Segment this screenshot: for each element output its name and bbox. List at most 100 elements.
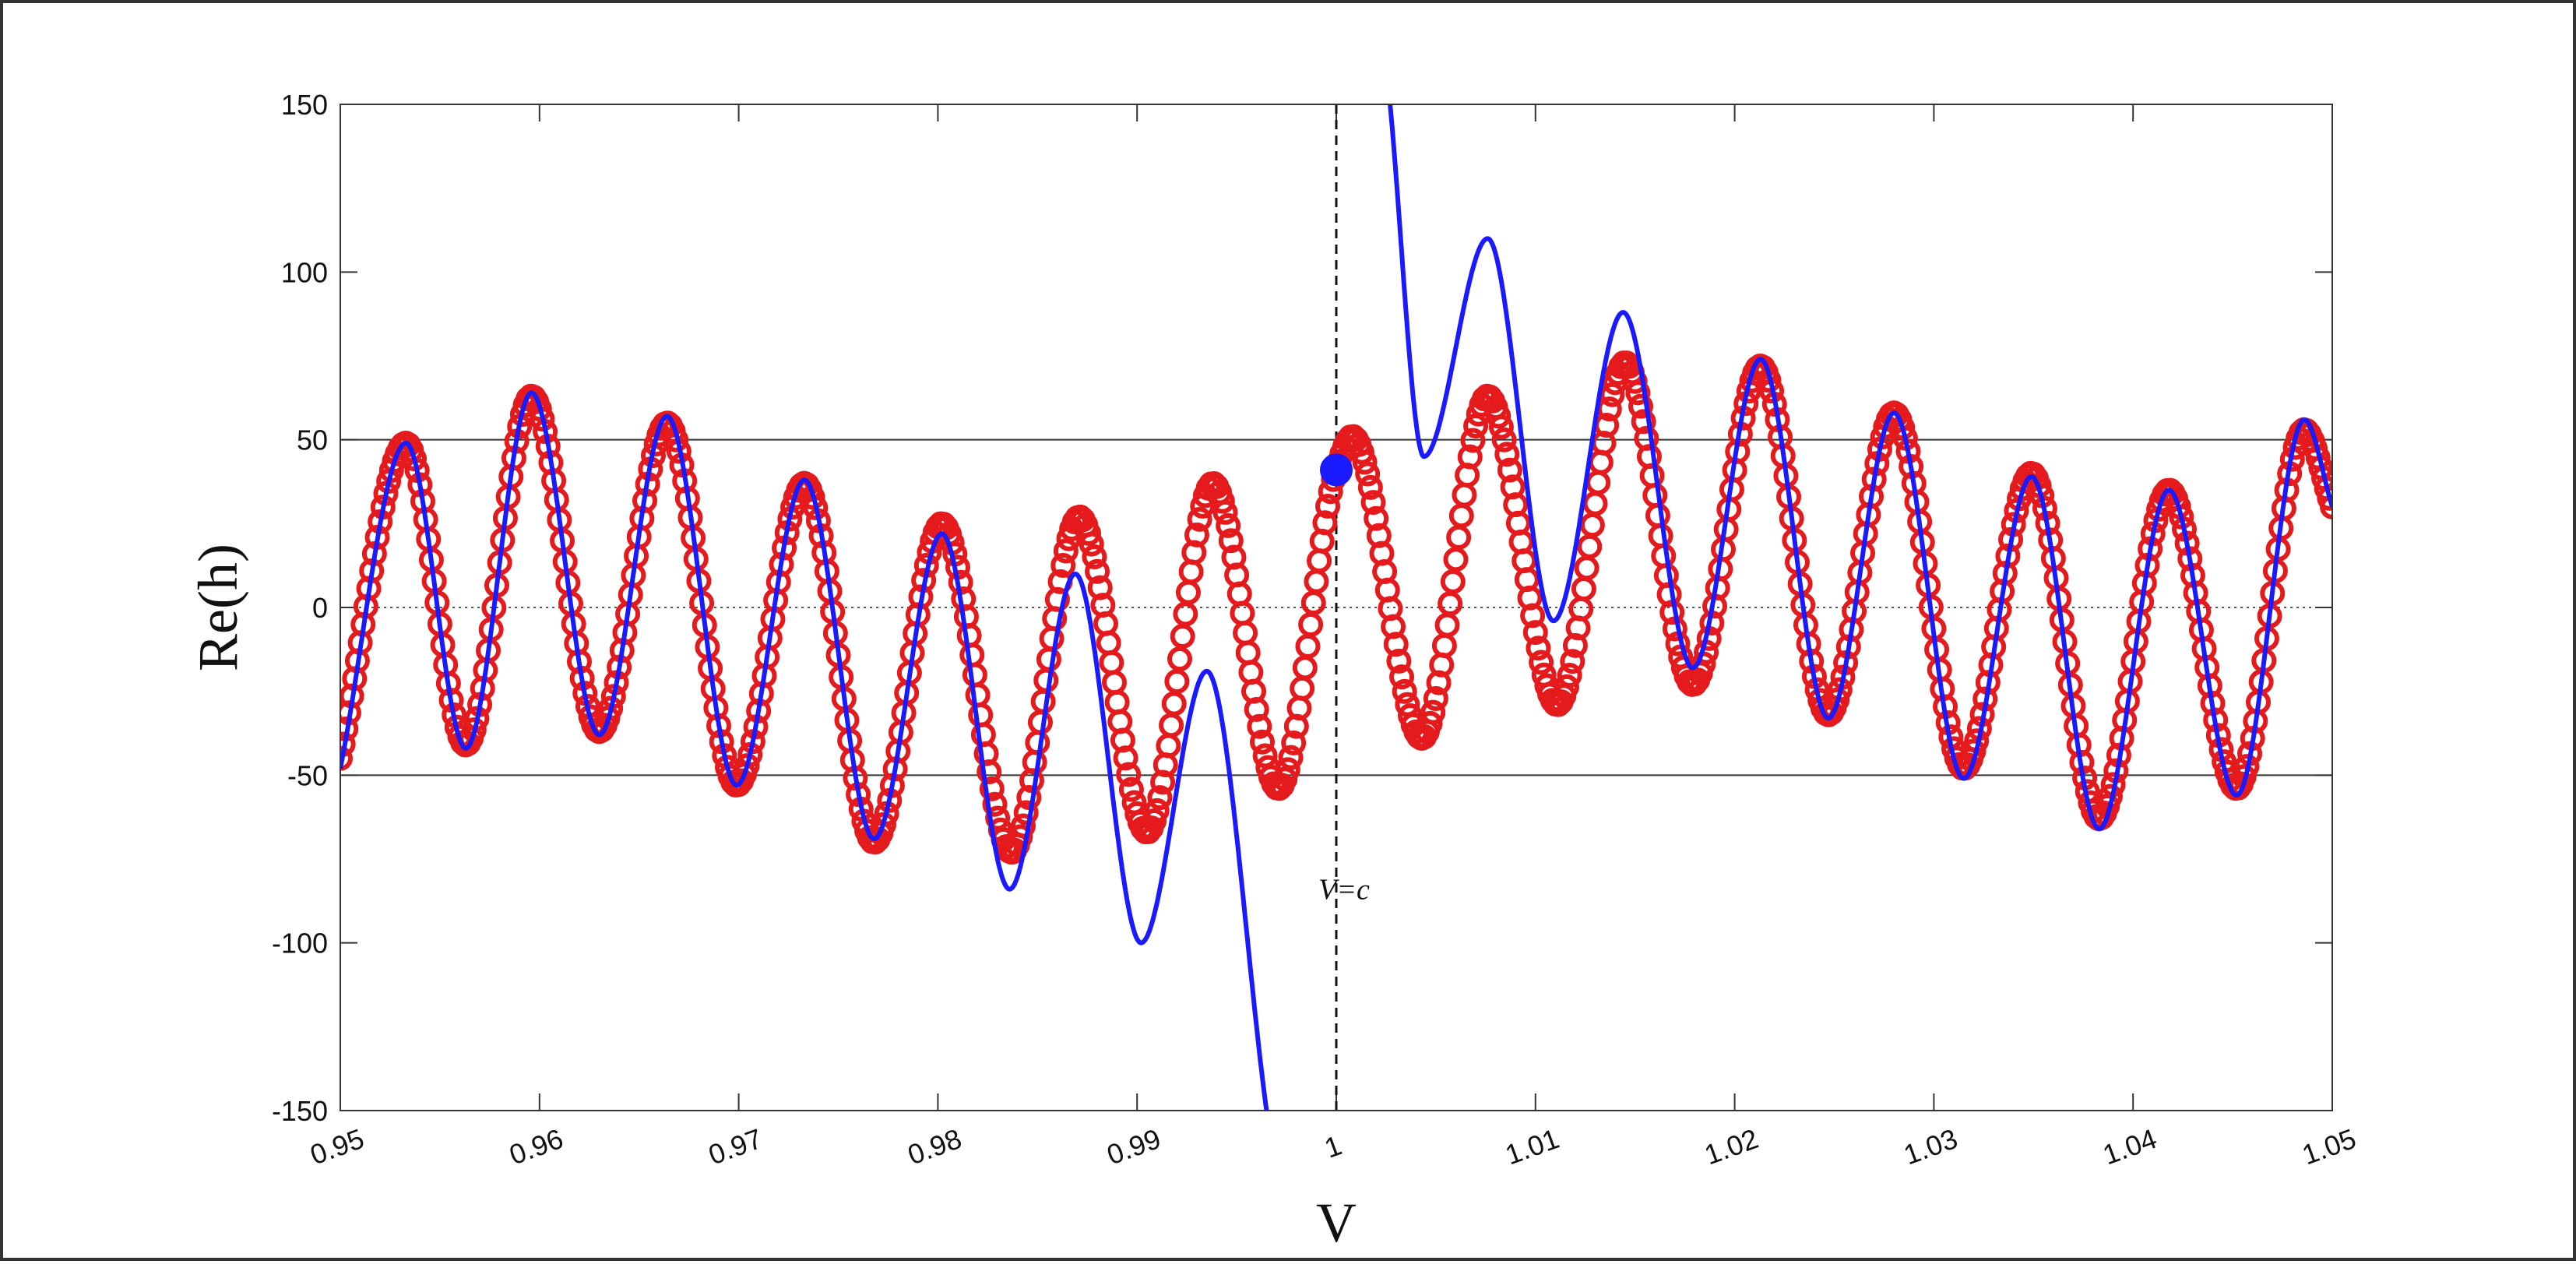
marker-point	[1389, 664, 1415, 690]
x-tick-labels: 0.95 0.96 0.97 0.98 0.99 1 1.01 1.02 1.03 1.04 1.0…	[306, 1122, 2360, 1171]
marker-point	[340, 745, 353, 771]
marker-point	[1278, 745, 1304, 770]
marker-point	[1560, 649, 1585, 674]
highlight-point-layer	[1320, 453, 1353, 487]
marker-point	[1113, 745, 1138, 771]
x-tick-label: 0.95	[306, 1122, 368, 1171]
marker-point	[1144, 797, 1170, 823]
marker-point	[1486, 403, 1511, 429]
x-tick-label: 0.96	[505, 1122, 568, 1171]
y-tick-label: 150	[281, 89, 328, 121]
marker-point	[1460, 428, 1486, 453]
x-tick-label: 0.97	[704, 1122, 766, 1171]
marker-point	[1522, 620, 1548, 646]
marker-point	[1281, 730, 1307, 755]
marker-point	[1076, 520, 1102, 546]
x-tick-label: 1	[1320, 1129, 1346, 1164]
marker-point	[1085, 558, 1110, 584]
marker-point	[1212, 499, 1238, 525]
marker-point	[1184, 522, 1209, 547]
marker-point	[1187, 506, 1212, 532]
marker-point	[1011, 813, 1036, 839]
axis-ticks	[340, 104, 2333, 1111]
marker-point	[985, 805, 1011, 831]
marker-point	[1167, 646, 1193, 672]
marker-point	[1417, 710, 1443, 736]
marker-point	[1628, 393, 1654, 419]
y-tick-label: -50	[287, 759, 328, 791]
marker-point	[1118, 776, 1144, 802]
marker-point	[1209, 488, 1235, 514]
chart: V=c 0.95 0.96 0.97 0.98 0.99 1 1.01 1.02 1.03 1.0…	[187, 89, 2360, 1254]
y-tick-labels: -150 -100 -50 0 50 100 150	[272, 89, 328, 1127]
x-tick-label: 1.03	[1899, 1122, 1962, 1171]
marker-point	[1147, 785, 1173, 811]
marker-point	[1890, 415, 1916, 441]
marker-point	[1312, 510, 1338, 536]
marker-point	[977, 759, 1002, 785]
marker-point	[2166, 494, 2191, 519]
marker-point	[1053, 538, 1079, 564]
marker-point	[1625, 380, 1651, 406]
marker-point	[1216, 512, 1241, 538]
marker-point	[1275, 757, 1300, 783]
marker-point	[2320, 494, 2332, 519]
marker-point	[1016, 785, 1042, 811]
curve-segment	[1388, 104, 2332, 832]
marker-point	[1557, 663, 1582, 688]
x-tick-label: 1.01	[1501, 1122, 1564, 1171]
y-tick-label: -150	[272, 1095, 328, 1127]
plot-border	[340, 104, 2333, 1111]
x-axis-label: V	[1316, 1192, 1357, 1254]
y-tick-label: 100	[281, 256, 328, 288]
marker-point	[1013, 800, 1039, 826]
marker-point	[1423, 686, 1448, 712]
marker-point	[982, 791, 1008, 817]
y-tick-label: 0	[312, 592, 328, 624]
curve-series	[340, 104, 2332, 1111]
marker-point	[1218, 528, 1244, 554]
marker-point	[1357, 474, 1383, 500]
marker-point	[1249, 729, 1275, 755]
y-tick-label: -100	[272, 928, 328, 959]
marker-point	[1526, 636, 1551, 661]
marker-point	[1164, 669, 1190, 695]
marker-point	[1383, 632, 1409, 657]
marker-point	[1142, 808, 1167, 833]
y-tick-label: 50	[297, 424, 328, 456]
marker-point	[1497, 457, 1522, 483]
marker-point	[1599, 382, 1625, 407]
marker-point	[1116, 762, 1142, 787]
marker-point	[1364, 505, 1389, 531]
x-tick-label: 1.04	[2099, 1122, 2161, 1171]
x-tick-label: 1.05	[2298, 1122, 2360, 1171]
marker-point	[1050, 552, 1076, 578]
v-equals-c-label: V=c	[1318, 874, 1370, 907]
marker-point	[1529, 650, 1554, 675]
x-tick-label: 1.02	[1700, 1122, 1762, 1171]
x-tick-label: 0.98	[903, 1122, 966, 1171]
marker-point	[1252, 743, 1278, 769]
marker-point	[1355, 461, 1381, 487]
marker-point	[1360, 490, 1386, 516]
x-tick-label: 0.99	[1103, 1122, 1165, 1171]
marker-point	[1386, 648, 1412, 674]
marker-point	[1491, 427, 1517, 452]
marker-point	[1247, 713, 1272, 739]
curve-segment	[340, 390, 1269, 1111]
marker-point	[1079, 531, 1104, 557]
marker-point	[1420, 699, 1446, 725]
marker-point	[1554, 674, 1579, 699]
marker-point	[1244, 696, 1269, 722]
marker-point	[1008, 824, 1033, 850]
marker-point	[1494, 442, 1520, 467]
marker-point	[1170, 624, 1195, 650]
marker-point	[1631, 409, 1656, 435]
vertical-reference: V=c	[1318, 104, 1370, 1111]
marker-point	[1352, 449, 1378, 475]
marker-point	[1488, 414, 1514, 440]
y-axis-label: Re(h)	[187, 544, 249, 671]
marker-point	[1520, 603, 1546, 628]
highlight-point	[1320, 453, 1353, 487]
